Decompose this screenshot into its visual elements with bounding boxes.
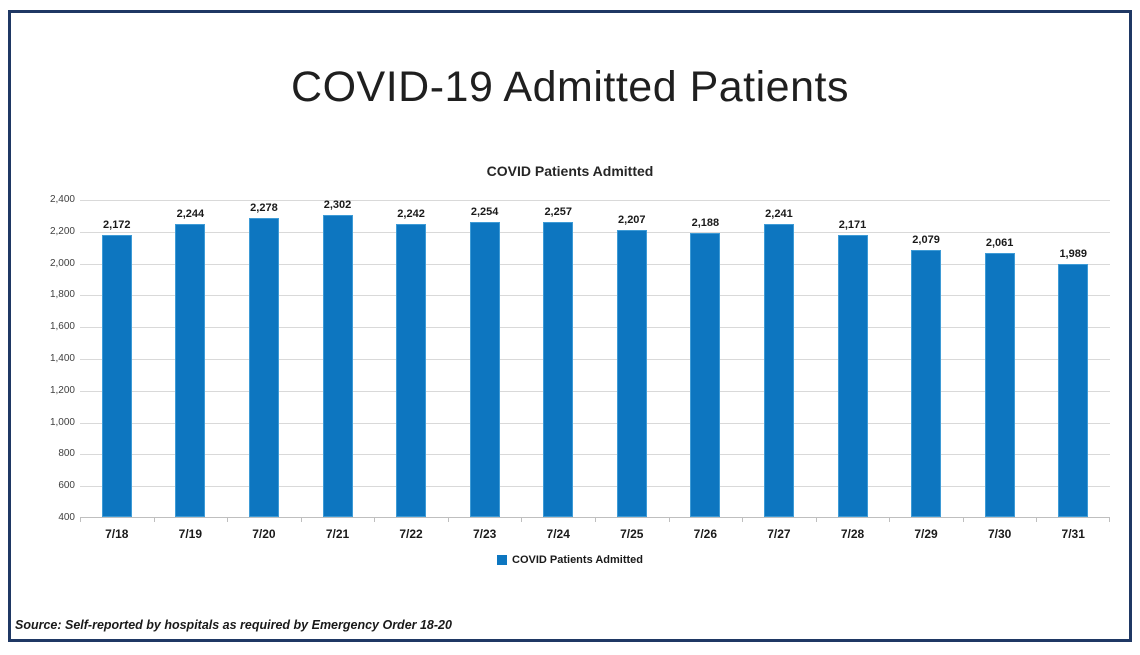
axis-tick	[889, 518, 891, 522]
gridline	[80, 200, 1110, 201]
bar-data-label: 2,278	[250, 202, 278, 215]
bar-data-label: 1,989	[1059, 248, 1087, 261]
x-axis-line	[80, 517, 1110, 518]
legend-swatch-icon	[497, 555, 507, 565]
axis-tick	[742, 518, 744, 522]
axis-tick	[1109, 518, 1110, 522]
bar	[690, 232, 721, 517]
x-axis: 7/18 7/19 7/20 7/21 7/22 7/23 7/24 7/25 7/26 7/27…	[80, 527, 1110, 543]
legend-label: COVID Patients Admitted	[512, 554, 643, 566]
gridline	[80, 390, 1110, 392]
gridline	[80, 422, 1110, 424]
gridline	[80, 327, 1110, 329]
y-tick-label: 1,600	[49, 321, 75, 333]
axis-tick	[447, 518, 449, 522]
y-axis: 2,400 2,200 2,000 1,800 1,600 1,400 1,200 1,000…	[21, 195, 75, 523]
x-tick-label: 7/22	[399, 527, 423, 541]
x-tick-label: 7/31	[1061, 527, 1085, 541]
axis-tick	[1036, 518, 1038, 522]
y-tick-label: 2,000	[49, 257, 75, 269]
x-tick-label: 7/29	[914, 527, 938, 541]
x-tick-label: 7/25	[620, 527, 644, 541]
axis-tick	[595, 518, 596, 522]
bar	[175, 223, 206, 517]
bar	[911, 250, 942, 517]
axis-tick	[962, 518, 964, 522]
axis-tick	[227, 518, 229, 522]
bar-data-label: 2,242	[397, 208, 425, 221]
bar	[616, 229, 647, 517]
x-tick-label: 7/20	[252, 527, 276, 541]
legend-entry: COVID Patients Admitted	[497, 554, 643, 566]
x-tick-label: 7/26	[693, 527, 718, 541]
page-title: COVID-19 Admitted Patients	[291, 63, 849, 111]
bar-data-label: 2,207	[618, 213, 646, 226]
chart-title: COVID Patients Admitted	[486, 163, 654, 179]
y-tick-label: 1,000	[49, 416, 75, 428]
axis-tick	[815, 518, 817, 522]
x-tick-label: 7/21	[325, 527, 350, 541]
bar	[543, 221, 574, 517]
plot-area: 2,172 2,244 2,278 2,302 2,242 2,254 2,257 2,207…	[80, 198, 1110, 522]
bar-data-label: 2,241	[765, 208, 793, 221]
bar	[837, 235, 868, 517]
bar-data-label: 2,254	[470, 206, 499, 219]
y-tick-label: 600	[58, 480, 75, 492]
gridline	[80, 454, 1110, 456]
x-tick-label: 7/30	[987, 527, 1012, 541]
x-tick-label: 7/18	[105, 527, 129, 541]
bar-data-label: 2,172	[103, 219, 131, 232]
bar-data-label: 2,302	[323, 198, 352, 211]
y-tick-label: 400	[58, 512, 75, 523]
bar	[322, 214, 353, 517]
x-tick-label: 7/28	[840, 527, 865, 541]
gridline	[80, 359, 1110, 360]
report-frame: COVID-19 Admitted Patients COVID Patient…	[8, 10, 1132, 642]
y-tick-label: 2,200	[49, 225, 75, 237]
y-tick-label: 2,400	[49, 194, 75, 205]
y-tick-label: 1,800	[49, 289, 75, 301]
y-tick-label: 1,200	[49, 384, 75, 396]
axis-tick	[80, 518, 81, 522]
axis-tick	[668, 518, 670, 522]
legend: COVID Patients Admitted	[11, 554, 1129, 566]
bar-data-label: 2,171	[838, 219, 867, 232]
x-tick-label: 7/19	[178, 527, 203, 541]
bar	[984, 252, 1015, 517]
bar	[101, 235, 132, 517]
gridline	[80, 231, 1110, 233]
bar-data-label: 2,257	[544, 205, 572, 218]
axis-tick	[153, 518, 155, 522]
x-tick-label: 7/24	[546, 527, 570, 541]
gridline	[80, 295, 1110, 297]
bar	[469, 222, 500, 517]
x-tick-label: 7/27	[767, 527, 791, 541]
bar-data-label: 2,188	[691, 216, 720, 229]
bar-data-label: 2,244	[176, 207, 205, 220]
bar-data-label: 2,061	[985, 236, 1014, 249]
bar	[1058, 264, 1089, 517]
bar	[763, 224, 794, 517]
y-tick-label: 1,400	[49, 353, 75, 364]
axis-tick	[374, 518, 376, 522]
x-tick-label: 7/23	[472, 527, 497, 541]
gridline	[80, 486, 1110, 488]
bar	[396, 224, 427, 517]
axis-tick	[300, 518, 302, 522]
gridline	[80, 263, 1110, 265]
axis-tick	[521, 518, 523, 522]
bar-data-label: 2,079	[912, 234, 940, 247]
y-tick-label: 800	[58, 448, 75, 460]
source-note: Source: Self-reported by hospitals as re…	[15, 618, 452, 632]
bar	[248, 218, 279, 517]
